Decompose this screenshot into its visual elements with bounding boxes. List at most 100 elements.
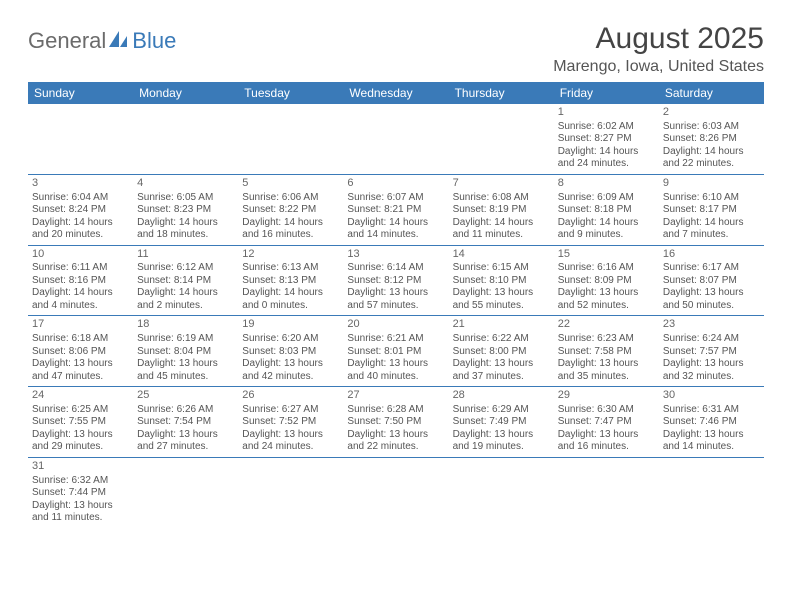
daylight-text: Daylight: 14 hours	[137, 217, 234, 230]
sunrise-text: Sunrise: 6:27 AM	[242, 404, 339, 417]
calendar-cell: 10Sunrise: 6:11 AMSunset: 8:16 PMDayligh…	[28, 245, 133, 316]
daylight-text: Daylight: 13 hours	[347, 287, 444, 300]
sunset-text: Sunset: 7:46 PM	[663, 416, 760, 429]
sunset-text: Sunset: 8:13 PM	[242, 275, 339, 288]
sunset-text: Sunset: 8:09 PM	[558, 275, 655, 288]
daylight-text: Daylight: 13 hours	[663, 287, 760, 300]
sunset-text: Sunset: 8:06 PM	[32, 346, 129, 359]
logo-text-general: General	[28, 28, 106, 54]
daylight-text: and 2 minutes.	[137, 300, 234, 313]
sunrise-text: Sunrise: 6:06 AM	[242, 192, 339, 205]
sunrise-text: Sunrise: 6:04 AM	[32, 192, 129, 205]
sunrise-text: Sunrise: 6:32 AM	[32, 475, 129, 488]
day-number: 29	[558, 389, 655, 403]
day-header: Thursday	[449, 82, 554, 104]
calendar-cell	[659, 457, 764, 527]
calendar-cell	[554, 457, 659, 527]
sunrise-text: Sunrise: 6:14 AM	[347, 262, 444, 275]
daylight-text: and 16 minutes.	[558, 441, 655, 454]
calendar-cell: 25Sunrise: 6:26 AMSunset: 7:54 PMDayligh…	[133, 387, 238, 458]
day-number: 22	[558, 318, 655, 332]
calendar-row: 17Sunrise: 6:18 AMSunset: 8:06 PMDayligh…	[28, 316, 764, 387]
sunset-text: Sunset: 7:52 PM	[242, 416, 339, 429]
calendar-cell: 14Sunrise: 6:15 AMSunset: 8:10 PMDayligh…	[449, 245, 554, 316]
logo: General Blue	[28, 22, 176, 54]
daylight-text: Daylight: 14 hours	[242, 217, 339, 230]
calendar-cell	[238, 457, 343, 527]
calendar-cell: 3Sunrise: 6:04 AMSunset: 8:24 PMDaylight…	[28, 174, 133, 245]
daylight-text: and 22 minutes.	[347, 441, 444, 454]
daylight-text: and 9 minutes.	[558, 229, 655, 242]
daylight-text: and 16 minutes.	[242, 229, 339, 242]
daylight-text: Daylight: 13 hours	[347, 358, 444, 371]
day-number: 28	[453, 389, 550, 403]
calendar-cell	[343, 457, 448, 527]
daylight-text: Daylight: 13 hours	[242, 358, 339, 371]
calendar-cell: 15Sunrise: 6:16 AMSunset: 8:09 PMDayligh…	[554, 245, 659, 316]
sunset-text: Sunset: 7:57 PM	[663, 346, 760, 359]
sunrise-text: Sunrise: 6:10 AM	[663, 192, 760, 205]
calendar-cell: 31Sunrise: 6:32 AMSunset: 7:44 PMDayligh…	[28, 457, 133, 527]
daylight-text: and 11 minutes.	[453, 229, 550, 242]
day-header: Wednesday	[343, 82, 448, 104]
calendar-cell: 21Sunrise: 6:22 AMSunset: 8:00 PMDayligh…	[449, 316, 554, 387]
day-number: 31	[32, 460, 129, 474]
calendar-cell: 11Sunrise: 6:12 AMSunset: 8:14 PMDayligh…	[133, 245, 238, 316]
sunrise-text: Sunrise: 6:30 AM	[558, 404, 655, 417]
calendar-row: 31Sunrise: 6:32 AMSunset: 7:44 PMDayligh…	[28, 457, 764, 527]
calendar-cell: 5Sunrise: 6:06 AMSunset: 8:22 PMDaylight…	[238, 174, 343, 245]
calendar-cell: 29Sunrise: 6:30 AMSunset: 7:47 PMDayligh…	[554, 387, 659, 458]
sunrise-text: Sunrise: 6:26 AM	[137, 404, 234, 417]
daylight-text: Daylight: 13 hours	[558, 358, 655, 371]
daylight-text: and 40 minutes.	[347, 371, 444, 384]
sunset-text: Sunset: 8:18 PM	[558, 204, 655, 217]
daylight-text: and 14 minutes.	[347, 229, 444, 242]
day-number: 13	[347, 248, 444, 262]
sunrise-text: Sunrise: 6:29 AM	[453, 404, 550, 417]
sunset-text: Sunset: 8:12 PM	[347, 275, 444, 288]
calendar-cell: 20Sunrise: 6:21 AMSunset: 8:01 PMDayligh…	[343, 316, 448, 387]
day-number: 6	[347, 177, 444, 191]
month-title: August 2025	[553, 22, 764, 56]
daylight-text: Daylight: 13 hours	[32, 429, 129, 442]
daylight-text: Daylight: 13 hours	[453, 358, 550, 371]
sunset-text: Sunset: 7:55 PM	[32, 416, 129, 429]
calendar-cell: 2Sunrise: 6:03 AMSunset: 8:26 PMDaylight…	[659, 104, 764, 174]
calendar-cell	[343, 104, 448, 174]
daylight-text: Daylight: 13 hours	[137, 358, 234, 371]
sunrise-text: Sunrise: 6:02 AM	[558, 121, 655, 134]
sunset-text: Sunset: 8:17 PM	[663, 204, 760, 217]
daylight-text: and 0 minutes.	[242, 300, 339, 313]
day-number: 27	[347, 389, 444, 403]
calendar-cell: 6Sunrise: 6:07 AMSunset: 8:21 PMDaylight…	[343, 174, 448, 245]
sunset-text: Sunset: 8:16 PM	[32, 275, 129, 288]
daylight-text: Daylight: 13 hours	[137, 429, 234, 442]
sunrise-text: Sunrise: 6:21 AM	[347, 333, 444, 346]
sunset-text: Sunset: 8:14 PM	[137, 275, 234, 288]
day-number: 24	[32, 389, 129, 403]
day-number: 9	[663, 177, 760, 191]
sunrise-text: Sunrise: 6:23 AM	[558, 333, 655, 346]
calendar-row: 1Sunrise: 6:02 AMSunset: 8:27 PMDaylight…	[28, 104, 764, 174]
day-number: 7	[453, 177, 550, 191]
calendar-cell	[28, 104, 133, 174]
calendar-cell: 18Sunrise: 6:19 AMSunset: 8:04 PMDayligh…	[133, 316, 238, 387]
day-header: Sunday	[28, 82, 133, 104]
sunset-text: Sunset: 7:58 PM	[558, 346, 655, 359]
daylight-text: and 4 minutes.	[32, 300, 129, 313]
daylight-text: and 42 minutes.	[242, 371, 339, 384]
day-number: 15	[558, 248, 655, 262]
sunset-text: Sunset: 7:54 PM	[137, 416, 234, 429]
daylight-text: and 27 minutes.	[137, 441, 234, 454]
calendar-cell: 27Sunrise: 6:28 AMSunset: 7:50 PMDayligh…	[343, 387, 448, 458]
calendar-cell	[133, 457, 238, 527]
sunrise-text: Sunrise: 6:25 AM	[32, 404, 129, 417]
sunset-text: Sunset: 8:22 PM	[242, 204, 339, 217]
daylight-text: and 50 minutes.	[663, 300, 760, 313]
calendar-cell: 7Sunrise: 6:08 AMSunset: 8:19 PMDaylight…	[449, 174, 554, 245]
sunset-text: Sunset: 8:00 PM	[453, 346, 550, 359]
sunset-text: Sunset: 8:24 PM	[32, 204, 129, 217]
daylight-text: Daylight: 14 hours	[558, 146, 655, 159]
sunrise-text: Sunrise: 6:28 AM	[347, 404, 444, 417]
sunrise-text: Sunrise: 6:16 AM	[558, 262, 655, 275]
